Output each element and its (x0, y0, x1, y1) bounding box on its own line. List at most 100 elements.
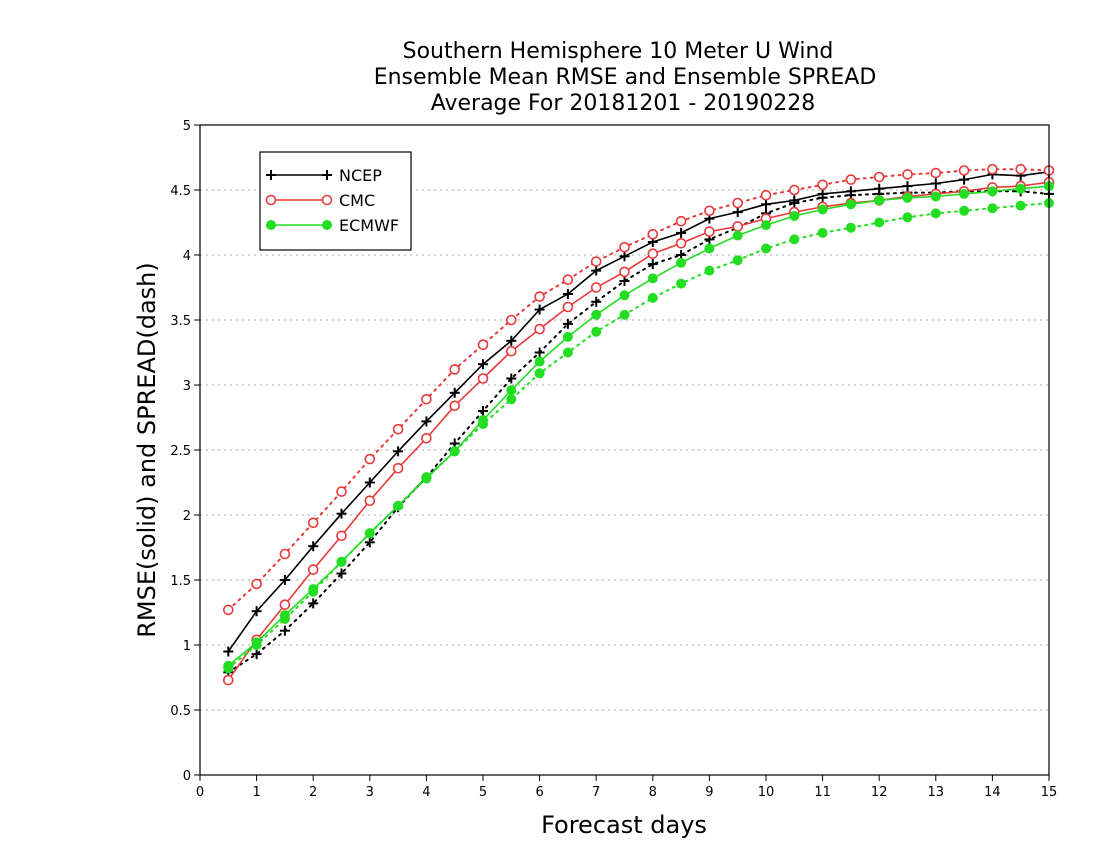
cmc-rmse-point (392, 462, 404, 474)
cmc-spread-point (336, 486, 347, 497)
ncep-rmse-point (534, 304, 545, 315)
cmc-spread-point (958, 165, 970, 176)
cmc-rmse-point (477, 373, 489, 384)
cmc-spread-point (902, 169, 913, 180)
cmc-spread-point (449, 364, 461, 375)
ncep-spread-point (506, 373, 517, 384)
ecmwf-rmse-point (619, 290, 630, 301)
ecmwf-spread-point (845, 222, 856, 233)
cmc-spread-point (760, 189, 772, 201)
ecmwf-spread-point (930, 208, 941, 219)
ncep-spread-point (364, 537, 375, 548)
series-layer (223, 163, 1055, 686)
ecmwf-spread-point (562, 347, 573, 358)
cmc-spread-point (223, 604, 234, 616)
ncep-spread-point (534, 347, 545, 358)
legend-label-ecmwf: ECMWF (339, 216, 399, 235)
ncep-spread-point (619, 276, 630, 286)
ncep-rmse-point (930, 178, 941, 189)
y-tick-label: 0 (183, 769, 191, 784)
cmc-spread-point (562, 274, 574, 286)
ncep-rmse-point (279, 575, 290, 585)
y-tick-label: 5 (183, 119, 191, 134)
ncep-rmse-point (789, 195, 800, 206)
ecmwf-rmse-line (227, 185, 1050, 667)
chart-title-line-1: Southern Hemisphere 10 Meter U Wind (403, 39, 834, 64)
ecmwf-rmse-point (817, 204, 828, 215)
cmc-spread-point (647, 228, 659, 240)
y-axis-label: RMSE(solid) and SPREAD(dash) (133, 262, 161, 638)
cmc-rmse-point (505, 345, 517, 357)
legend-marker-cmc (265, 194, 277, 206)
ecmwf-rmse-point (902, 192, 913, 203)
legend-marker-cmc (321, 194, 333, 206)
cmc-spread-point (732, 197, 744, 209)
cmc-spread-point (534, 291, 545, 302)
ecmwf-rmse-point (874, 195, 885, 206)
ecmwf-rmse-point (534, 356, 545, 367)
cmc-rmse-point (364, 495, 376, 507)
x-tick-label: 5 (479, 785, 487, 800)
ecmwf-spread-point (676, 278, 687, 289)
legend-label-cmc: CMC (339, 191, 375, 210)
ecmwf-spread-point (704, 265, 715, 276)
ecmwf-rmse-point (562, 331, 573, 342)
ecmwf-rmse-point (930, 191, 941, 202)
cmc-rmse-point (732, 221, 744, 232)
ecmwf-rmse-point (647, 273, 658, 284)
ncep-rmse-point (421, 416, 432, 427)
ecmwf-rmse-point (732, 230, 743, 241)
ncep-rmse-point (506, 335, 517, 346)
ecmwf-rmse-point (449, 446, 460, 457)
cmc-rmse-point (449, 400, 461, 412)
ncep-spread-point (279, 625, 290, 636)
ncep-rmse-point (817, 188, 828, 199)
ecmwf-rmse-point (761, 220, 771, 231)
ecmwf-rmse-point (308, 584, 319, 595)
ecmwf-rmse-point (223, 660, 234, 671)
cmc-spread-point (505, 314, 517, 326)
x-tick-label: 13 (928, 785, 945, 800)
ecmwf-rmse-point (845, 199, 856, 210)
cmc-spread-point (392, 423, 404, 435)
y-tick-label: 1.5 (170, 574, 191, 589)
cmc-spread-point (619, 241, 630, 253)
cmc-rmse-point (534, 323, 545, 335)
x-tick-label: 2 (309, 785, 317, 800)
y-tick-label: 4 (183, 249, 191, 264)
cmc-spread-point (590, 256, 602, 267)
ncep-rmse-point (845, 186, 856, 197)
ecmwf-spread-point (534, 368, 545, 379)
cmc-spread-point (873, 171, 885, 183)
cmc-rmse-point (647, 248, 659, 259)
ecmwf-spread-point (591, 326, 602, 337)
y-tick-label: 1 (183, 639, 191, 654)
ncep-rmse-point (562, 289, 573, 299)
y-tick-label: 3.5 (170, 314, 191, 329)
legend-marker-ncep (322, 170, 332, 180)
ecmwf-spread-point (732, 255, 743, 266)
legend-marker-ecmwf (322, 220, 332, 230)
ncep-spread-point (647, 259, 658, 270)
ncep-rmse-point (874, 183, 885, 194)
ecmwf-spread-point (789, 234, 800, 245)
chart-title-line-2: Ensemble Mean RMSE and Ensemble SPREAD (374, 65, 877, 90)
ecmwf-spread-point (987, 203, 998, 214)
ecmwf-rmse-point (959, 188, 970, 199)
ncep-rmse-point (336, 508, 347, 519)
cmc-rmse-point (590, 282, 602, 293)
ncep-spread-point (336, 568, 347, 579)
ecmwf-rmse-point (336, 556, 347, 567)
cmc-spread-point (477, 339, 489, 351)
ecmwf-rmse-point (251, 637, 262, 648)
cmc-rmse-point (421, 432, 432, 444)
legend: NCEP CMC ECMWF (259, 151, 412, 251)
ecmwf-rmse-point (478, 415, 488, 426)
ecmwf-spread-point (647, 292, 658, 303)
ecmwf-rmse-point (789, 211, 800, 221)
cmc-spread-point (788, 184, 800, 196)
y-tick-label: 4.5 (170, 184, 191, 199)
ncep-spread-point (562, 318, 573, 329)
cmc-rmse-point (279, 599, 291, 611)
